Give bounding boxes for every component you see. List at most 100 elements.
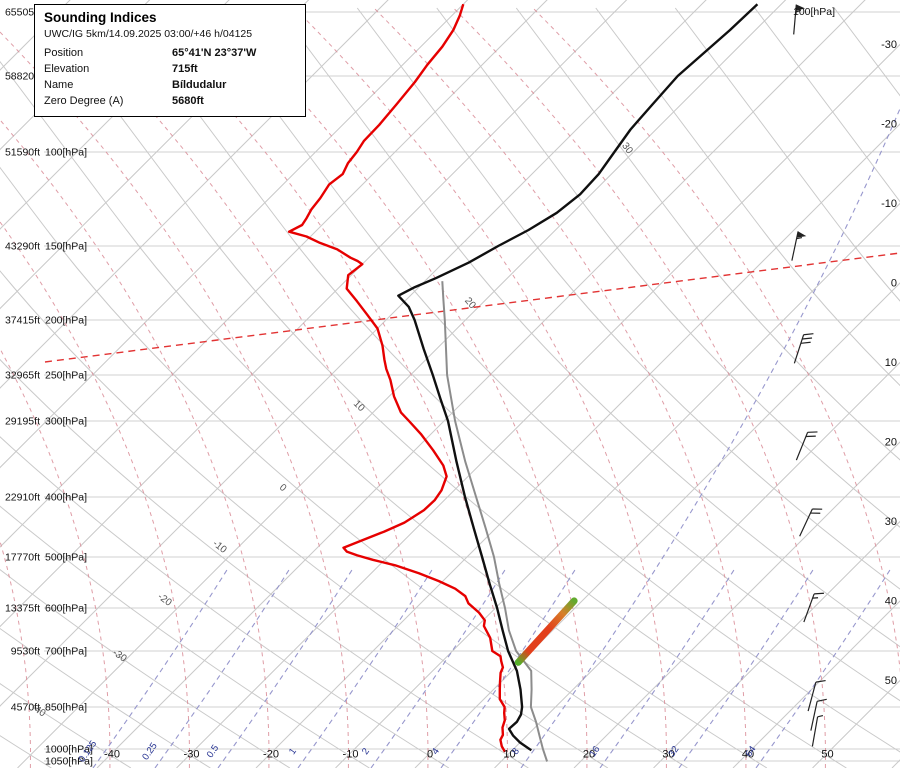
mixing-ratio-line (755, 567, 892, 768)
pressure-label: 850[hPa] (45, 702, 87, 714)
temp-label-right: -10 (881, 198, 897, 210)
temp-label-right: -30 (881, 39, 897, 51)
moist-adiabat-line (55, 7, 429, 768)
dry-adiabat-line (595, 7, 900, 387)
wind-barb (810, 698, 827, 731)
isotherm-line (732, 600, 900, 768)
isotherm-line (0, 0, 707, 707)
pressure-label: 600[hPa] (45, 603, 87, 615)
pressure-label-top-right: 100[hPa] (793, 6, 835, 18)
mixing-ratio-line (370, 567, 507, 768)
temp-label-right: -20 (881, 119, 897, 131)
dry-adiabat-line (515, 7, 900, 461)
mixing-ratio-line (599, 567, 736, 768)
mixing-ratio-line (154, 567, 291, 768)
dry-adiabat-line (0, 627, 211, 768)
info-label: Position (44, 47, 84, 59)
temp-label-right: 40 (885, 596, 897, 608)
dry-adiabat-line (277, 7, 900, 648)
mixing-ratio-line (520, 107, 900, 768)
temp-label-bottom: 40 (742, 749, 754, 761)
temp-label-bottom: -30 (184, 749, 200, 761)
temp-label-right: 50 (885, 675, 897, 687)
isotherm-line (96, 0, 866, 768)
mixing-ratio-line (440, 567, 577, 768)
pressure-label: 700[hPa] (45, 646, 87, 658)
altitude-label: 22910ft (5, 492, 40, 504)
mixing-ratio-label: 0.5 (205, 743, 222, 760)
temp-label-bottom: -10 (343, 749, 359, 761)
altitude-label: 43290ft (5, 241, 40, 253)
pressure-label: 500[hPa] (45, 552, 87, 564)
altitude-label: 17770ft (5, 552, 40, 564)
temp-label-right: 0 (891, 278, 897, 290)
mixing-ratio-label: 1 (287, 746, 299, 757)
axis-labels: 65505ft 58820ft 51590ft 100[hPa] 43290ft 150[… (5, 6, 897, 768)
moist-adiabat-line (294, 7, 668, 768)
wind-barb (793, 4, 806, 35)
altitude-label: 32965ft (5, 370, 40, 382)
dry-adiabat-line (436, 7, 900, 528)
mixing-ratio-label: 16 (587, 744, 602, 759)
info-row-position: Position 65°41'N 23°37'W (44, 45, 296, 61)
dry-adiabat-line (118, 7, 900, 753)
altitude-label: 51590ft (5, 147, 40, 159)
adiabat-label: -30 (110, 647, 129, 665)
altitude-label: 65505ft (5, 7, 40, 19)
wind-barb (793, 333, 814, 364)
moist-adiabat-line (532, 7, 900, 674)
sounding-indices-panel: Sounding Indices UWC/IG 5km/14.09.2025 0… (34, 4, 306, 117)
isotherm-line (0, 0, 628, 628)
dewpoint-curve (287, 3, 507, 753)
isotherm-line (494, 361, 900, 768)
mixing-ratio-label: 64 (743, 744, 758, 759)
mixing-ratio-label: 2 (360, 746, 372, 757)
altitude-label: 9530ft (11, 646, 40, 658)
isotherm-line (414, 282, 900, 768)
temp-label-right: 20 (885, 437, 897, 449)
parcel-curve (441, 281, 549, 762)
info-value: 65°41'N 23°37'W (172, 47, 257, 59)
pressure-label: 250[hPa] (45, 370, 87, 382)
isotherm-line (0, 0, 469, 469)
pressure-label: 1000[hPa] (45, 744, 93, 756)
pressure-label: 200[hPa] (45, 315, 87, 327)
isotherm-line (17, 0, 787, 768)
temp-label-bottom: -40 (104, 749, 120, 761)
temp-label-bottom: 10 (503, 749, 515, 761)
dry-adiabat-line (197, 7, 900, 702)
moist-adiabat-line (0, 31, 350, 768)
isotherm-line (812, 679, 900, 768)
wind-barb (803, 592, 824, 623)
info-value: Bíldudalur (172, 79, 227, 91)
pressure-label: 400[hPa] (45, 492, 87, 504)
dry-adiabat-line (38, 7, 847, 768)
info-row-zero-degree: Zero Degree (A) 5680ft (44, 93, 296, 109)
adiabat-label: -20 (155, 591, 174, 609)
isotherm-line (335, 202, 900, 768)
dry-adiabat-line (0, 569, 291, 768)
temp-label-right: 10 (885, 357, 897, 369)
info-row-elevation: Elevation 715ft (44, 61, 296, 77)
temp-label-bottom: 20 (583, 749, 595, 761)
mixing-ratio-label: 32 (666, 744, 681, 759)
wind-barb (799, 508, 823, 537)
dry-adiabat-line (0, 436, 450, 768)
zero-degree-highlight (514, 597, 578, 666)
dry-adiabat-line (0, 166, 688, 768)
dry-adiabat-line (0, 270, 609, 768)
moist-adiabat-line (0, 119, 270, 768)
moist-adiabat-line (453, 7, 827, 768)
isotherm-line (653, 520, 900, 768)
adiabat-label: 10 (351, 398, 367, 414)
altitude-label: 4570ft (11, 702, 40, 714)
dry-adiabat-line (754, 7, 900, 203)
dry-adiabat-line (356, 7, 900, 590)
moist-adiabat-line (373, 7, 747, 768)
moist-adiabat-line (0, 221, 191, 768)
pressure-label: 300[hPa] (45, 416, 87, 428)
isotherm-line (255, 123, 900, 768)
